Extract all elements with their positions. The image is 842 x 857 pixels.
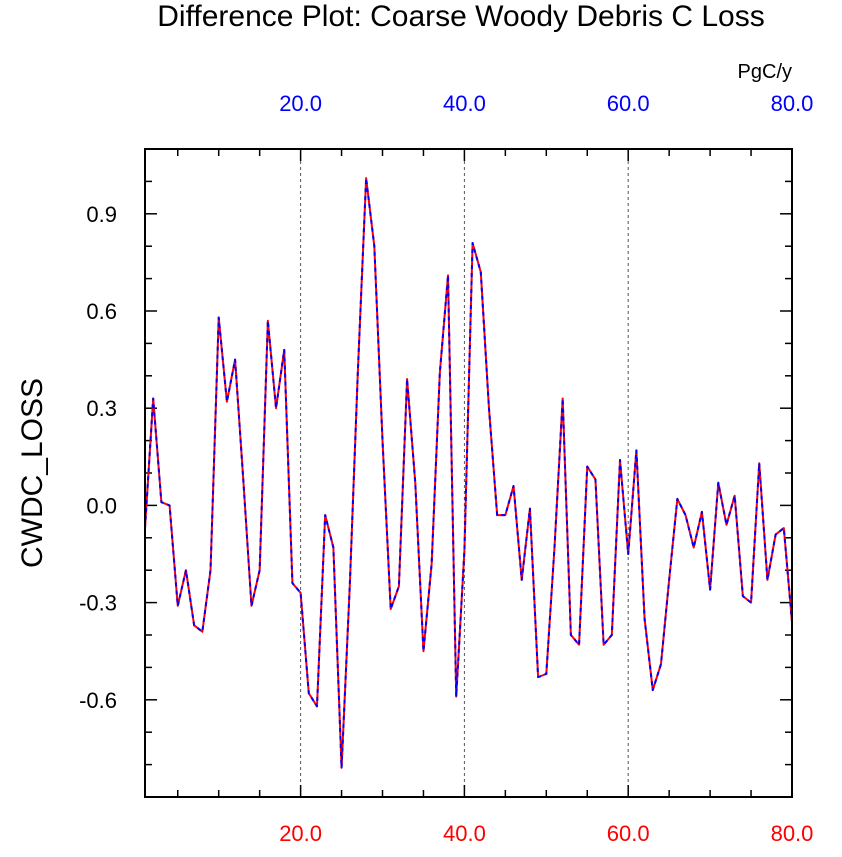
x-tick-label-top: 20.0 xyxy=(279,91,322,116)
y-tick-label: 0.6 xyxy=(86,299,117,324)
chart-title: Difference Plot: Coarse Woody Debris C L… xyxy=(157,0,765,33)
y-tick-label: 0.3 xyxy=(86,396,117,421)
x-tick-label-top: 40.0 xyxy=(443,91,486,116)
x-tick-label-bottom: 80.0 xyxy=(771,821,814,846)
plot-frame xyxy=(144,148,793,798)
y-tick-label: -0.3 xyxy=(79,591,117,616)
y-tick-label: -0.6 xyxy=(79,688,117,713)
x-tick-label-bottom: 60.0 xyxy=(607,821,650,846)
y-axis-label: CWDC_LOSS xyxy=(16,378,49,568)
x-tick-label-top: 80.0 xyxy=(771,91,814,116)
x-tick-label-bottom: 40.0 xyxy=(443,821,486,846)
y-tick-label: 0.9 xyxy=(86,202,117,227)
series-line-2 xyxy=(144,177,793,769)
tick-labels: 20.0 20.0 40.0 40.0 60.0 60.0 80.0 80.0 0.9 0.6 0.… xyxy=(79,91,813,846)
y-tick-label: 0.0 xyxy=(86,493,117,518)
x-tick-label-bottom: 20.0 xyxy=(279,821,322,846)
grid-lines xyxy=(300,149,629,797)
x-tick-label-top: 60.0 xyxy=(607,91,650,116)
units-label: PgC/y xyxy=(738,61,792,83)
data-series xyxy=(144,177,793,769)
